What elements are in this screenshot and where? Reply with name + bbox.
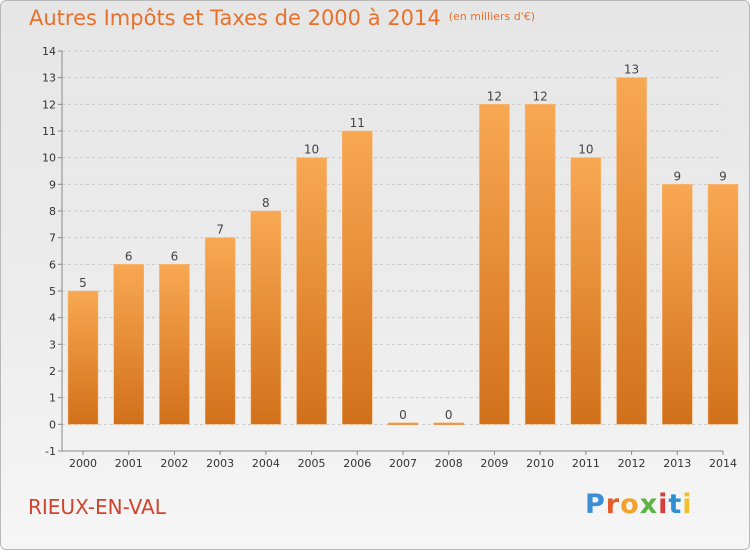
- bar-value-label: 0: [445, 408, 453, 422]
- y-tick-label: 3: [49, 338, 56, 351]
- x-tick-label: 2002: [160, 457, 188, 470]
- bar-value-label: 8: [262, 196, 270, 210]
- y-tick-label: 4: [49, 312, 56, 325]
- y-tick-label: 7: [49, 232, 56, 245]
- y-tick-label: 8: [49, 205, 56, 218]
- place-name: RIEUX-EN-VAL: [28, 495, 166, 519]
- bar-value-label: 0: [399, 408, 407, 422]
- y-tick-label: 10: [42, 152, 56, 165]
- bar: [113, 264, 144, 425]
- bar-value-label: 10: [578, 143, 593, 157]
- x-tick-label: 2007: [389, 457, 417, 470]
- bar: [707, 184, 739, 425]
- bar-value-label: 12: [533, 89, 548, 103]
- logo-letter: r: [605, 489, 621, 520]
- y-tick-label: 14: [42, 45, 56, 58]
- x-tick-label: 2005: [298, 457, 326, 470]
- bar: [433, 422, 464, 426]
- proxiti-logo: Proxiti: [585, 489, 693, 520]
- bar: [204, 237, 236, 425]
- chart-title: Autres Impôts et Taxes de 2000 à 2014 (en…: [29, 6, 535, 30]
- bar-value-label: 10: [304, 143, 319, 157]
- labels: -101234567891011121314520006200162002720…: [42, 45, 737, 470]
- x-tick-label: 2003: [206, 457, 234, 470]
- bar: [250, 210, 282, 425]
- y-tick-label: 13: [42, 72, 56, 85]
- logo-letter: i: [682, 489, 693, 520]
- bar-value-label: 5: [79, 276, 87, 290]
- bar: [342, 130, 373, 425]
- x-tick-label: 2009: [480, 457, 508, 470]
- bar-value-label: 11: [350, 116, 365, 130]
- bar: [67, 290, 99, 425]
- bar-value-label: 6: [171, 249, 179, 263]
- bar: [479, 104, 510, 425]
- chart-unit-label: (en milliers d'€): [448, 10, 535, 23]
- x-tick-label: 2011: [572, 457, 600, 470]
- x-tick-label: 2012: [618, 457, 646, 470]
- y-tick-label: 11: [42, 125, 56, 138]
- bar-value-label: 9: [673, 169, 681, 183]
- x-tick-label: 2008: [435, 457, 463, 470]
- y-tick-label: 5: [49, 285, 56, 298]
- bar: [159, 264, 190, 425]
- bar-value-label: 13: [624, 63, 639, 77]
- bar: [524, 104, 556, 425]
- y-tick-label: 6: [49, 258, 56, 271]
- y-tick-label: 2: [49, 365, 56, 378]
- x-tick-label: 2010: [526, 457, 554, 470]
- logo-letter: t: [668, 489, 683, 520]
- x-tick-label: 2014: [709, 457, 737, 470]
- bar-value-label: 6: [125, 249, 133, 263]
- logo-letter: P: [585, 489, 606, 520]
- y-tick-label: 9: [49, 178, 56, 191]
- y-tick-label: -1: [45, 445, 56, 458]
- bar: [296, 157, 327, 425]
- x-tick-label: 2004: [252, 457, 280, 470]
- x-tick-label: 2013: [663, 457, 691, 470]
- bar: [662, 184, 693, 425]
- logo-letter: i: [658, 489, 669, 520]
- x-tick-label: 2006: [343, 457, 371, 470]
- bar-value-label: 12: [487, 89, 502, 103]
- axes: [58, 50, 724, 455]
- y-tick-label: 0: [49, 418, 56, 431]
- chart-title-text: Autres Impôts et Taxes de 2000 à 2014: [29, 6, 441, 30]
- bar: [387, 422, 419, 426]
- bar: [570, 157, 602, 425]
- logo-letter: x: [639, 489, 659, 520]
- bar: [616, 77, 647, 425]
- bar-value-label: 9: [719, 169, 727, 183]
- y-tick-label: 12: [42, 98, 56, 111]
- bars: [67, 77, 739, 426]
- y-tick-label: 1: [49, 392, 56, 405]
- bar-value-label: 7: [216, 223, 224, 237]
- x-tick-label: 2000: [69, 457, 97, 470]
- x-tick-label: 2001: [115, 457, 143, 470]
- logo-letter: o: [620, 489, 640, 520]
